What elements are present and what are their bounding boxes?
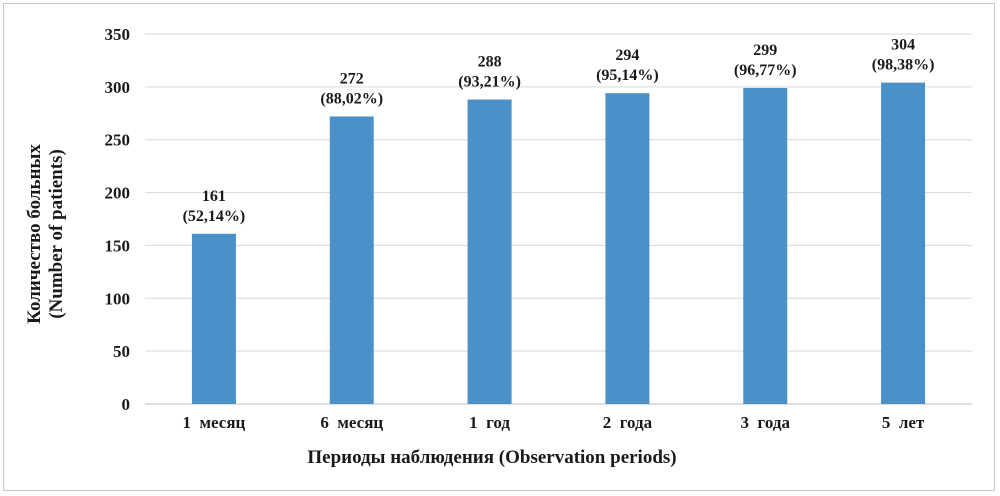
data-label-percent: (88,02%) [320, 90, 383, 107]
data-label-percent: (96,77%) [734, 62, 797, 79]
y-axis-title: Количество больных (Number of patients) [24, 144, 67, 324]
y-tick-label: 350 [105, 25, 131, 44]
y-axis-ticks: 0 50 100 150 200 250 300 350 [105, 25, 131, 414]
x-tick-label: 1 год [469, 413, 510, 432]
data-label-count: 294 [615, 47, 639, 64]
y-tick-label: 150 [105, 236, 131, 255]
data-label-count: 161 [202, 188, 226, 205]
bars [191, 82, 926, 405]
gridlines [145, 33, 972, 405]
x-axis-ticks: 1 месяц 6 месяц 1 год 2 года 3 года 5 лет [182, 413, 924, 432]
y-tick-label: 300 [105, 78, 131, 97]
data-label-percent: (98,38%) [872, 57, 935, 74]
data-label-count: 272 [340, 70, 364, 87]
data-label-percent: (95,14%) [596, 67, 659, 84]
data-label-count: 299 [753, 42, 777, 59]
data-label-count: 288 [478, 54, 502, 71]
y-tick-label: 50 [113, 342, 130, 361]
x-tick-label: 3 года [741, 413, 791, 432]
y-tick-label: 100 [105, 289, 131, 308]
bar [743, 87, 788, 405]
x-axis-title: Периоды наблюдения (Observation periods) [307, 447, 676, 468]
x-tick-label: 5 лет [882, 413, 925, 432]
bar [605, 93, 650, 404]
x-tick-label: 1 месяц [182, 413, 245, 432]
data-label-percent: (93,21%) [458, 74, 521, 91]
bar [881, 82, 926, 404]
x-tick-label: 6 месяц [320, 413, 383, 432]
y-tick-label: 0 [122, 395, 131, 414]
y-tick-label: 250 [105, 131, 131, 150]
data-labels: 161 (52,14%) 272 (88,02%) 288 (93,21%) 294 (95,… [183, 37, 935, 225]
data-label-percent: (52,14%) [183, 208, 246, 225]
bar [329, 116, 374, 404]
y-axis-title-line1: Количество больных [24, 144, 45, 324]
y-axis-title-line2: (Number of patients) [46, 149, 67, 319]
bar [191, 233, 236, 404]
x-tick-label: 2 года [603, 413, 653, 432]
data-label-count: 304 [891, 37, 915, 54]
y-tick-label: 200 [105, 184, 131, 203]
bar [467, 99, 512, 405]
